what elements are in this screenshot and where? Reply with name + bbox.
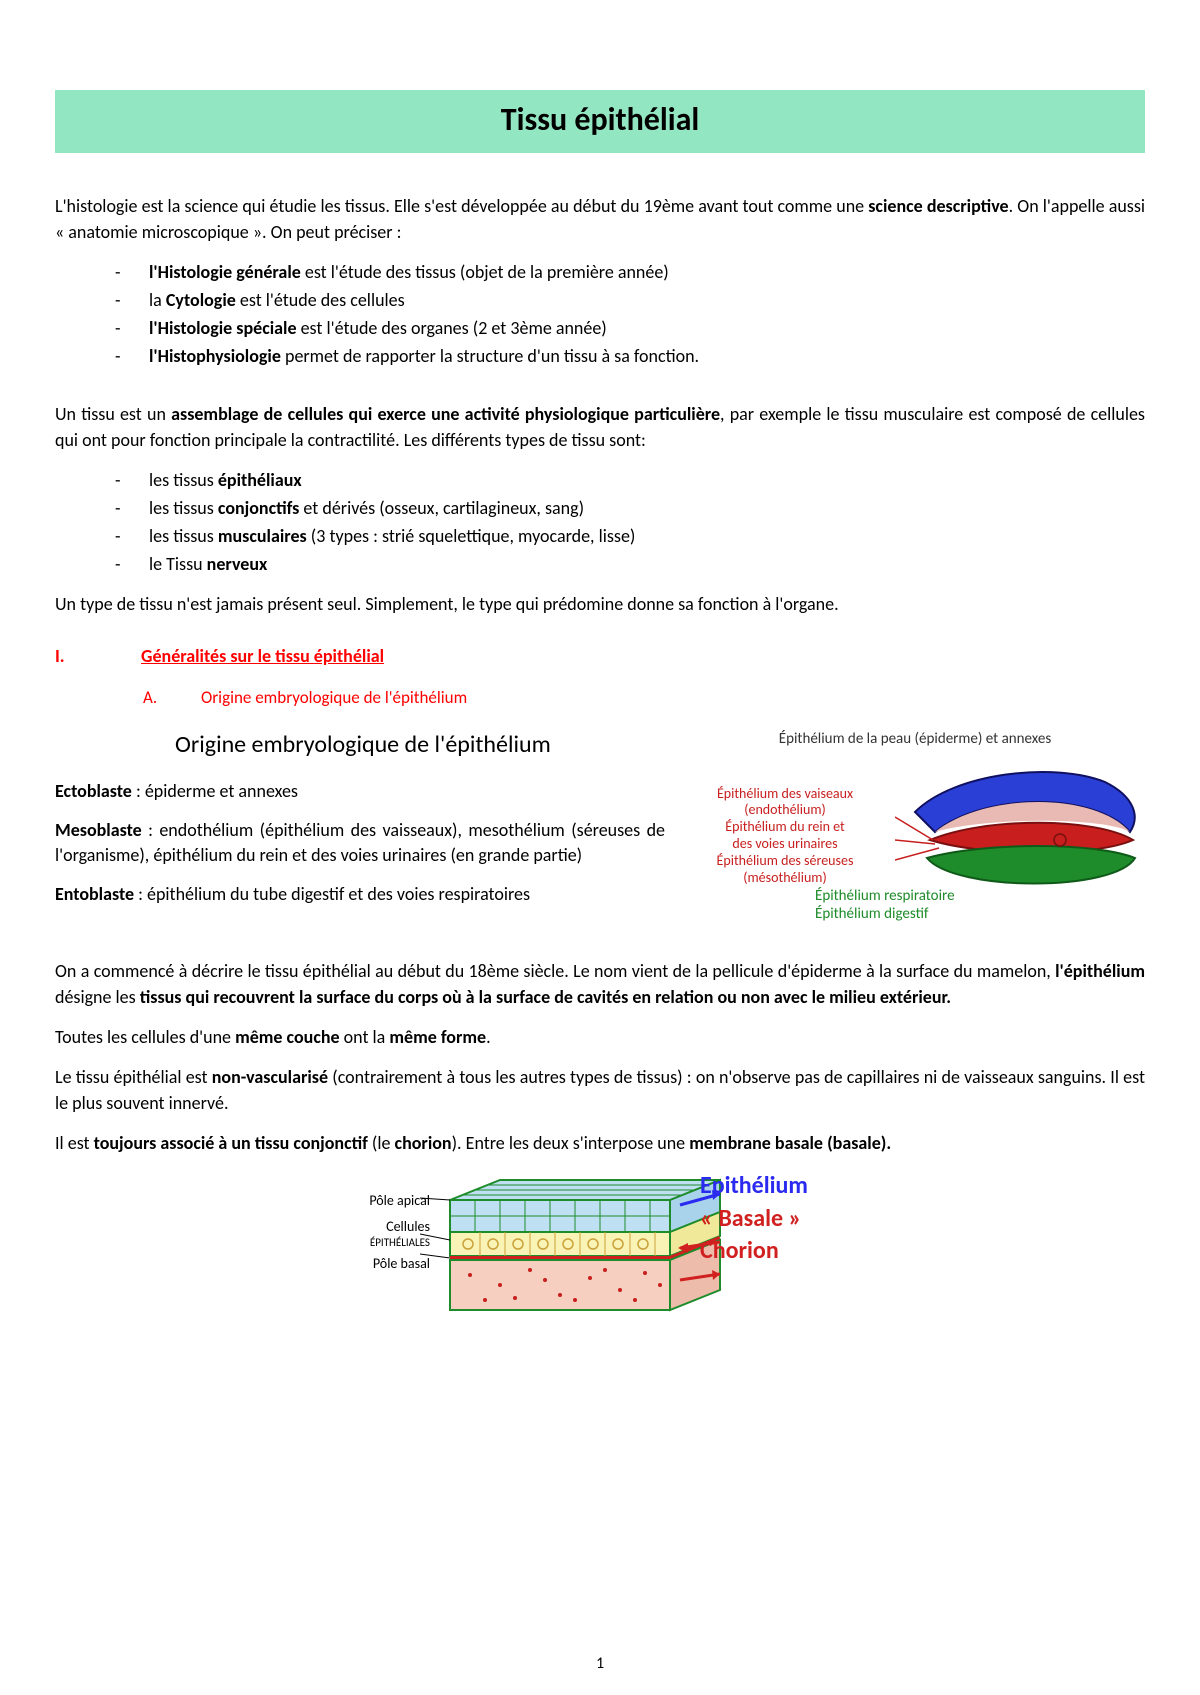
embryology-figure-caption: Épithélium de la peau (épiderme) et anne… xyxy=(685,730,1145,748)
embryology-block: Origine embryologique de l'épithélium Ec… xyxy=(55,730,1145,932)
label-epithelium: Epithélium xyxy=(700,1170,808,1202)
subsection-a-label: Origine embryologique de l'épithélium xyxy=(201,687,467,708)
label-cellules: Cellules xyxy=(386,1218,430,1235)
list-item: le Tissu nerveux xyxy=(115,551,1145,579)
mesoblaste-line: Mesoblaste : endothélium (épithélium des… xyxy=(55,818,665,868)
embryology-figure: Épithélium de la peau (épiderme) et anne… xyxy=(685,730,1145,932)
list-item: les tissus épithéliaux xyxy=(115,467,1145,495)
basale-figure: Pôle apical Cellules ÉPITHÉLIALES Pôle b… xyxy=(330,1170,870,1340)
subsection-a-heading: A.Origine embryologique de l'épithélium xyxy=(55,687,1145,708)
list-item: l'Histologie spéciale est l'étude des or… xyxy=(115,315,1145,343)
label-rein-1: Épithélium du rein et xyxy=(685,819,885,836)
tissue-predominance: Un type de tissu n'est jamais présent se… xyxy=(55,591,1145,617)
embryology-heading: Origine embryologique de l'épithélium xyxy=(55,730,665,759)
section-1-heading: I.Généralités sur le tissu épithélial xyxy=(55,645,1145,667)
embryology-left-labels: Épithélium des vaiseaux (endothélium) Ép… xyxy=(685,786,885,887)
entoblaste-line: Entoblaste : épithélium du tube digestif… xyxy=(55,882,665,907)
label-pole-basal: Pôle basal xyxy=(330,1253,430,1275)
history-paragraph: On a commencé à décrire le tissu épithél… xyxy=(55,958,1145,1010)
list-item: l'Histophysiologie permet de rapporter l… xyxy=(115,343,1145,371)
list-item: les tissus musculaires (3 types : strié … xyxy=(115,523,1145,551)
label-endothelium-2: (endothélium) xyxy=(685,802,885,819)
label-epitheliales: ÉPITHÉLIALES xyxy=(370,1236,430,1249)
label-rein-2: des voies urinaires xyxy=(685,836,885,853)
page-number: 1 xyxy=(0,1654,1200,1673)
title-bar: Tissu épithélial xyxy=(55,90,1145,153)
basale-left-labels: Pôle apical Cellules ÉPITHÉLIALES Pôle b… xyxy=(330,1190,430,1276)
subsection-a-letter: A. xyxy=(143,687,201,708)
same-shape-paragraph: Toutes les cellules d'une même couche on… xyxy=(55,1024,1145,1050)
tissue-def-paragraph: Un tissu est un assemblage de cellules q… xyxy=(55,401,1145,453)
section-1-number: I. xyxy=(55,645,141,667)
ectoblaste-line: Ectoblaste : épiderme et annexes xyxy=(55,779,665,804)
embryology-text: Origine embryologique de l'épithélium Ec… xyxy=(55,730,685,922)
basale-right-labels: Epithélium « Basale » Chorion xyxy=(700,1170,808,1267)
list-tissues: les tissus épithéliauxles tissus conjonc… xyxy=(55,467,1145,579)
label-endothelium-1: Épithélium des vaiseaux xyxy=(685,786,885,803)
label-chorion: Chorion xyxy=(700,1235,808,1267)
list-item: les tissus conjonctifs et dérivés (osseu… xyxy=(115,495,1145,523)
page: Tissu épithélial L'histologie est la sci… xyxy=(0,0,1200,1695)
label-basale: « Basale » xyxy=(700,1203,808,1235)
non-vascular-paragraph: Le tissu épithélial est non-vascularisé … xyxy=(55,1064,1145,1116)
label-pole-apical: Pôle apical xyxy=(330,1190,430,1212)
intro-paragraph: L'histologie est la science qui étudie l… xyxy=(55,193,1145,245)
page-title: Tissu épithélial xyxy=(55,100,1145,139)
chorion-paragraph: Il est toujours associé à un tissu conjo… xyxy=(55,1130,1145,1156)
label-respiratoire: Épithélium respiratoire xyxy=(815,887,955,906)
section-1-label: Généralités sur le tissu épithélial xyxy=(141,645,384,667)
list-item: la Cytologie est l'étude des cellules xyxy=(115,287,1145,315)
embryology-bottom-labels: Épithélium respiratoire Épithélium diges… xyxy=(815,887,955,925)
label-sereuses-1: Épithélium des séreuses xyxy=(685,853,885,870)
list-histology: l'Histologie générale est l'étude des ti… xyxy=(55,259,1145,371)
label-sereuses-2: (mésothélium) xyxy=(685,870,885,887)
list-item: l'Histologie générale est l'étude des ti… xyxy=(115,259,1145,287)
label-digestif: Épithélium digestif xyxy=(815,905,955,924)
